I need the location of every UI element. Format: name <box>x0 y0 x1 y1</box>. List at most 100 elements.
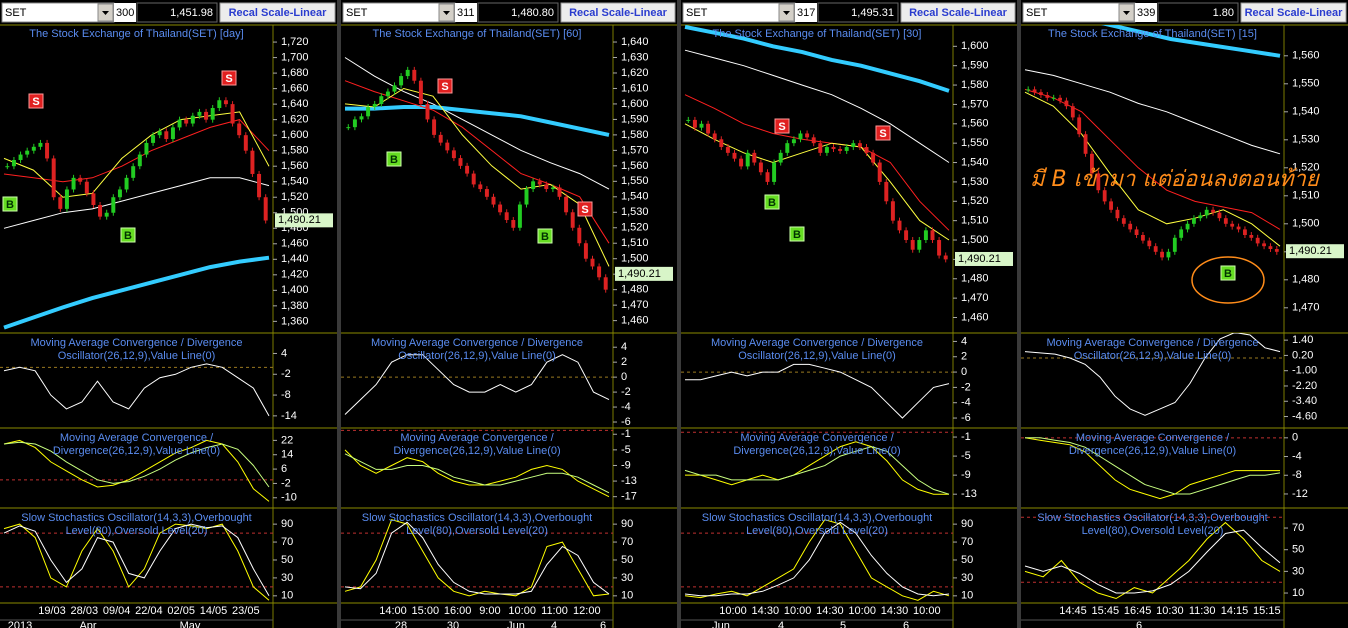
candle <box>25 150 30 155</box>
moving-average-line <box>3 119 270 183</box>
y-tick-label: 1,620 <box>621 67 649 79</box>
candle <box>164 131 169 140</box>
indicator-title: Divergence(26,12,9),Value Line(0) <box>733 445 900 457</box>
indicator-title: Moving Average Convergence / Divergence <box>1047 337 1259 349</box>
y-tick-label: 1,550 <box>1292 78 1320 90</box>
price-pane <box>3 97 270 330</box>
y-tick-label: 30 <box>621 572 633 584</box>
candle <box>811 137 816 144</box>
y-tick-label: 1,500 <box>1292 218 1320 230</box>
candle <box>190 115 195 124</box>
panel-background <box>1021 0 1348 628</box>
y-tick-label: 1,550 <box>621 175 649 187</box>
signal-label: B <box>124 230 132 242</box>
x-period-label: 28 <box>395 620 407 628</box>
recal-button[interactable] <box>560 2 676 23</box>
symbol-text[interactable]: SET <box>5 7 27 19</box>
indicator-title: Moving Average Convergence / Divergence <box>31 337 243 349</box>
y-tick-label: 1,500 <box>961 234 989 246</box>
y-tick-label: 1,480 <box>961 273 989 285</box>
candle <box>904 230 909 241</box>
x-tick-label: 10:00 <box>508 605 536 617</box>
x-period-label: 4 <box>778 620 784 628</box>
recal-button-label[interactable]: Recal Scale-Linear <box>569 7 668 19</box>
indicator-title: Moving Average Convergence / Divergence <box>711 337 923 349</box>
recal-button[interactable] <box>219 2 336 23</box>
macd-pane <box>1021 437 1284 500</box>
candle <box>930 230 935 241</box>
recal-button[interactable] <box>900 2 1016 23</box>
y-tick-label: -5 <box>961 450 971 462</box>
candle <box>1268 246 1273 249</box>
annotation-circle <box>1191 256 1265 304</box>
moving-average-line <box>345 105 610 137</box>
candle <box>51 158 56 198</box>
y-tick-label: 50 <box>1292 544 1304 556</box>
symbol-text[interactable]: SET <box>686 7 708 19</box>
indicator-line <box>1024 437 1280 500</box>
y-tick-label: 1,570 <box>961 98 989 110</box>
candle <box>1083 134 1088 154</box>
recal-button[interactable] <box>1240 2 1347 23</box>
chart-panel: SET 311 1,480.80 Recal Scale-Linear 1,460 1,4… <box>341 0 677 628</box>
candle <box>1077 117 1082 135</box>
candle <box>570 212 575 228</box>
y-tick-label: 1.40 <box>1292 334 1313 346</box>
chart-title: The Stock Exchange of Thailand(SET) [15] <box>1048 28 1257 40</box>
y-tick-label: 1,570 <box>621 144 649 156</box>
y-tick-label: -6 <box>621 416 631 428</box>
candle <box>550 187 555 190</box>
candle <box>491 196 496 205</box>
candle <box>257 173 262 198</box>
y-tick-label: 1,640 <box>621 36 649 48</box>
x-period-label: 6 <box>600 620 606 628</box>
x-tick-label: 10:00 <box>719 605 747 617</box>
candle <box>1172 237 1177 252</box>
candle <box>1058 97 1062 101</box>
y-tick-label: 0 <box>961 366 967 378</box>
signal-label: S <box>32 96 39 108</box>
x-tick-label: 14:30 <box>881 605 909 617</box>
y-tick-label: -8 <box>281 389 291 401</box>
candle <box>1249 235 1254 238</box>
recal-button-label[interactable]: Recal Scale-Linear <box>229 7 328 19</box>
indicator-line <box>1025 437 1281 495</box>
x-period-label: 6 <box>1136 620 1142 628</box>
quote-box <box>136 2 218 23</box>
candle <box>263 197 268 221</box>
candle <box>884 181 889 202</box>
symbol-text[interactable]: SET <box>1026 7 1048 19</box>
last-price-label: 1,490.21 <box>1289 245 1332 257</box>
panel-background <box>0 0 337 628</box>
y-tick-label: 6 <box>281 463 287 475</box>
x-tick-label: 14:45 <box>1059 605 1087 617</box>
candle <box>366 107 371 117</box>
moving-average-line <box>684 49 950 163</box>
x-period-label: Jun <box>507 620 525 628</box>
candle <box>405 69 410 77</box>
recal-button-label[interactable]: Recal Scale-Linear <box>909 7 1008 19</box>
candle <box>11 159 16 167</box>
y-tick-label: 1,400 <box>281 284 309 296</box>
indicator-line <box>344 519 610 597</box>
x-tick-label: 15:45 <box>1092 605 1120 617</box>
y-tick-label: 1,530 <box>1292 134 1320 146</box>
y-tick-label: 70 <box>1292 522 1304 534</box>
oscillator-pane <box>1021 333 1284 416</box>
y-tick-label: 4 <box>961 335 967 347</box>
y-tick-label: 70 <box>621 536 633 548</box>
candle <box>1115 209 1120 219</box>
candle <box>170 127 175 140</box>
y-tick-label: 0.20 <box>1292 349 1313 361</box>
y-tick-label: 1,460 <box>281 238 309 250</box>
moving-average-line <box>3 111 270 198</box>
x-tick-label: 14:30 <box>752 605 780 617</box>
x-period-label: 2013 <box>8 620 32 628</box>
symbol-text[interactable]: SET <box>346 7 368 19</box>
candle <box>98 204 103 217</box>
recal-button-label[interactable]: Recal Scale-Linear <box>1245 7 1344 19</box>
signal-label: S <box>581 204 588 216</box>
y-tick-label: -9 <box>621 459 631 471</box>
signal-label: S <box>778 121 785 133</box>
